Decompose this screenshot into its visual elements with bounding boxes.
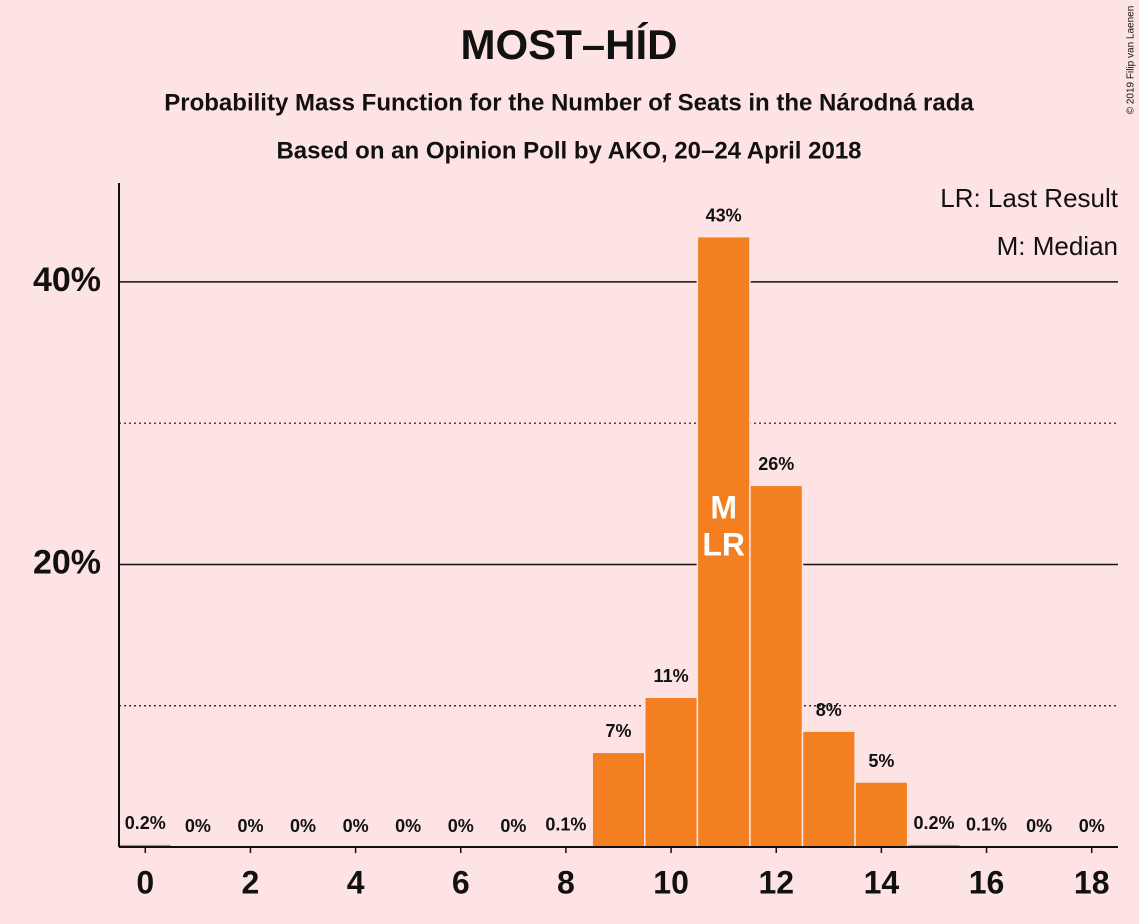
data-label: 5% — [868, 751, 894, 771]
data-label: 0.2% — [913, 813, 954, 833]
bar — [749, 484, 804, 848]
x-tick-label: 2 — [242, 864, 260, 900]
data-label: 0% — [500, 816, 526, 836]
legend-entry: M: Median — [997, 231, 1118, 261]
data-label: 0% — [1079, 816, 1105, 836]
x-tick-label: 8 — [557, 864, 575, 900]
data-label: 0.1% — [545, 814, 586, 834]
chart-subtitle: Based on an Opinion Poll by AKO, 20–24 A… — [276, 137, 861, 164]
legend-entry: LR: Last Result — [940, 183, 1119, 213]
x-tick-label: 18 — [1074, 864, 1110, 900]
x-tick-label: 12 — [758, 864, 794, 900]
data-label: 0% — [290, 816, 316, 836]
median-marker: M — [710, 489, 737, 525]
data-label: 0% — [1026, 816, 1052, 836]
data-label: 0% — [448, 816, 474, 836]
bar — [854, 781, 909, 848]
y-tick-label: 40% — [33, 261, 101, 299]
data-label: 26% — [758, 454, 794, 474]
y-tick-label: 20% — [33, 543, 101, 581]
data-label: 43% — [706, 205, 742, 225]
data-label: 0.2% — [125, 813, 166, 833]
copyright: © 2019 Filip van Laenen — [1126, 6, 1137, 115]
chart-subtitle: Probability Mass Function for the Number… — [164, 89, 974, 116]
data-label: 0% — [237, 816, 263, 836]
last-result-marker: LR — [702, 526, 745, 562]
data-label: 7% — [605, 721, 631, 741]
x-tick-label: 6 — [452, 864, 470, 900]
data-label: 0% — [185, 816, 211, 836]
x-tick-label: 16 — [969, 864, 1005, 900]
x-tick-label: 0 — [136, 864, 154, 900]
data-label: 0% — [343, 816, 369, 836]
data-label: 8% — [816, 700, 842, 720]
x-tick-label: 10 — [653, 864, 689, 900]
bar — [591, 751, 646, 848]
bar — [644, 696, 699, 848]
x-tick-label: 14 — [864, 864, 900, 900]
data-label: 0.1% — [966, 814, 1007, 834]
bar — [801, 730, 856, 848]
data-label: 11% — [654, 666, 689, 686]
chart-title: MOST–HÍD — [460, 21, 677, 68]
x-tick-label: 4 — [347, 864, 365, 900]
data-label: 0% — [395, 816, 421, 836]
